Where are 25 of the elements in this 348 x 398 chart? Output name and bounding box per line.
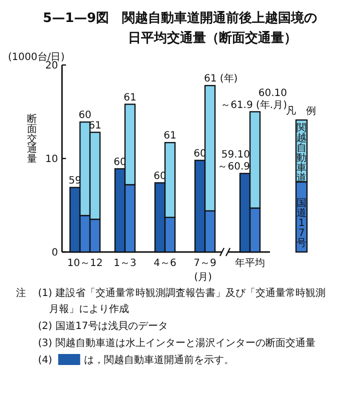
annotation: 59.10 ～60.9 [218,149,250,172]
x-tick-label: 7～9 [194,258,216,269]
text: (4) [38,355,52,366]
x-tick-label: 4～6 [154,258,176,269]
annotation: 60 [78,110,92,122]
text: は，関越自動車道開通前を示す。 [84,354,234,366]
x-tick-label: 年平均 [235,257,265,269]
text: (1) 建設省「交通量常時観測調査報告書」及び「交通量常時観測月報」により作成 [38,287,326,315]
annotation: 61 [164,130,176,142]
annotation: 61 (年) [204,72,238,85]
y-tick-label: 20 [45,60,58,72]
y-tick-label: 0 [52,248,58,258]
text: (3) 関越自動車道は水上インターと湯沢インターの断面交通量 [38,337,316,349]
legend-title: 凡 例 [286,106,316,117]
text: 注 [16,287,26,299]
annotation: 60.10 ～61.9 (年.月) [220,88,288,111]
x-axis-title: (月) [194,272,212,283]
chart-title: 5—1—9図 関越自動車道開通前後上越国境の [42,10,318,26]
x-tick-label: 1～3 [114,258,136,269]
annotation: 61 [124,92,136,104]
x-tick-label: 10～12 [67,258,103,269]
text: (2) 国道17号は浅貝のデータ [38,320,168,332]
chart-subtitle: 日平均交通量（断面交通量） [128,30,297,46]
y-axis-title: 断面交通量 [27,113,37,165]
y-tick-label: 10 [45,154,58,165]
